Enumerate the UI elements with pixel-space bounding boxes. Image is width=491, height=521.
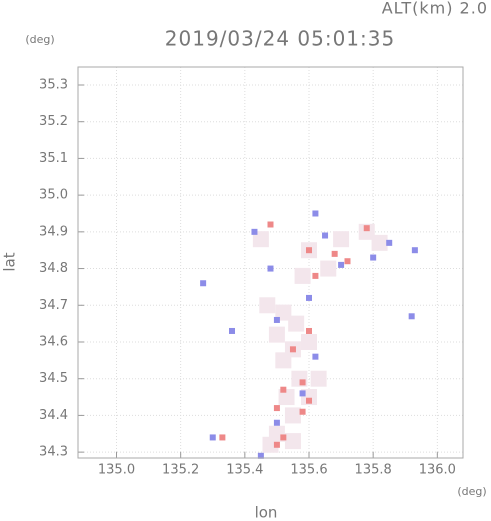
y-tick-label: 34.8 — [39, 261, 68, 276]
data-point — [284, 407, 301, 424]
data-point — [273, 419, 280, 426]
data-point — [310, 370, 327, 387]
data-point — [278, 389, 295, 406]
x-tick-label: 135.4 — [226, 463, 263, 478]
y-tick-label: 34.3 — [39, 445, 68, 460]
x-axis-title: lon — [255, 504, 278, 521]
data-point — [386, 239, 393, 246]
data-point — [280, 386, 287, 393]
y-tick-label: 34.9 — [39, 224, 68, 239]
data-point — [273, 316, 280, 323]
data-point — [408, 313, 415, 320]
y-axis-title: lat — [1, 252, 19, 271]
data-point — [312, 272, 319, 279]
x-tick-label: 135.8 — [355, 463, 392, 478]
data-point — [257, 452, 264, 459]
data-point — [370, 254, 377, 261]
y-tick-label: 34.5 — [39, 371, 68, 386]
x-tick-label: 135.2 — [162, 463, 199, 478]
y-tick-label: 35.1 — [39, 151, 68, 166]
data-point — [200, 280, 207, 287]
data-point — [299, 379, 306, 386]
data-point — [306, 247, 312, 254]
data-point — [280, 434, 287, 441]
y-tick-label: 35.0 — [39, 188, 68, 203]
data-point — [301, 333, 317, 350]
data-point — [273, 441, 280, 448]
data-point — [320, 260, 337, 277]
x-tick-label: 135.0 — [98, 463, 135, 478]
data-point — [312, 353, 319, 360]
data-point — [344, 258, 351, 265]
data-point — [251, 228, 258, 235]
data-point — [306, 397, 312, 404]
plot-frame — [77, 66, 464, 459]
data-point — [288, 315, 305, 332]
data-point — [306, 327, 312, 334]
data-point — [252, 231, 269, 248]
data-point — [294, 267, 311, 284]
data-point — [333, 231, 350, 248]
y-tick-label: 35.2 — [39, 114, 68, 129]
data-point — [331, 250, 338, 257]
data-point — [209, 434, 216, 441]
y-tick-label: 34.4 — [39, 408, 68, 423]
annotation: ALT(km) 2.0 — [382, 0, 488, 18]
data-point — [273, 405, 280, 412]
x-tick-label: 135.6 — [290, 463, 327, 478]
data-point — [299, 408, 306, 415]
data-point — [322, 232, 329, 239]
data-point — [262, 436, 279, 453]
data-point — [275, 352, 292, 369]
data-point — [358, 223, 375, 240]
data-point — [268, 326, 285, 343]
data-point — [411, 247, 418, 254]
data-point — [267, 265, 274, 272]
data-point — [275, 304, 292, 321]
data-point — [289, 346, 296, 353]
data-point — [306, 294, 312, 301]
chart-title: 2019/03/24 05:01:35 — [165, 27, 395, 51]
data-point — [284, 433, 301, 450]
y-tick-label: 34.7 — [39, 298, 68, 313]
x-unit: (deg) — [457, 485, 486, 498]
data-point — [371, 234, 388, 251]
y-unit: (deg) — [25, 33, 54, 46]
data-point — [312, 210, 319, 217]
data-point — [229, 327, 235, 334]
x-tick-label: 136.0 — [419, 463, 456, 478]
data-point — [259, 297, 276, 314]
y-tick-label: 35.3 — [39, 77, 68, 92]
data-point — [363, 225, 370, 232]
y-tick-label: 34.6 — [39, 334, 68, 349]
data-point — [338, 261, 345, 268]
data-point — [219, 434, 226, 441]
data-point — [299, 390, 306, 397]
data-point — [267, 221, 274, 228]
